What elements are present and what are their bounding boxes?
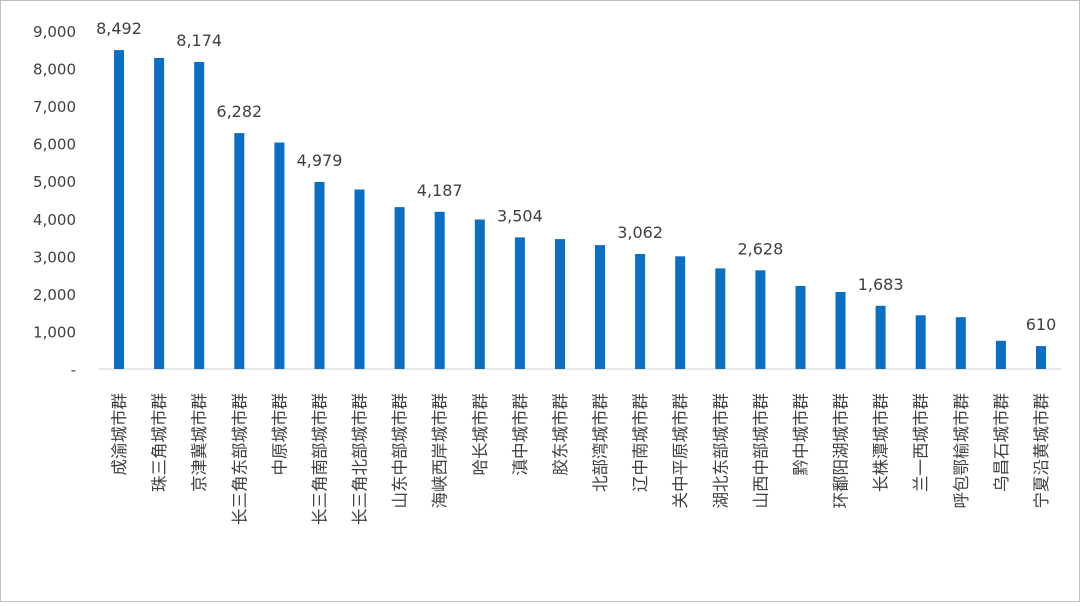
x-category-label: 宁夏沿黄城市群 <box>1032 393 1051 509</box>
bar <box>595 245 605 369</box>
x-category-label: 胶东城市群 <box>551 393 570 476</box>
x-category-label: 山西中部城市群 <box>751 393 770 509</box>
bar <box>474 219 485 369</box>
bar-series <box>114 50 1046 369</box>
x-category-label: 珠三角城市群 <box>150 393 169 492</box>
y-tick-label: 6,000 <box>33 136 76 154</box>
bar <box>194 62 205 369</box>
x-category-label: 环鄱阳湖城市群 <box>832 393 851 509</box>
x-category-label: 长三角东部城市群 <box>230 393 249 525</box>
x-category-label: 哈长城市群 <box>471 393 490 476</box>
data-labels: 8,492 8,174 6,282 4,979 4,187 3,504 3,062 2,628… <box>96 19 1056 334</box>
x-category-label: 长株潭城市群 <box>872 393 891 492</box>
x-category-label: 乌昌石城市群 <box>992 393 1011 492</box>
x-category-label: 呼包鄂榆城市群 <box>952 393 971 509</box>
bar <box>514 237 525 369</box>
bar <box>555 239 565 369</box>
y-tick-label: 3,000 <box>33 248 76 266</box>
data-label: 4,187 <box>417 181 463 200</box>
x-category-label: 长三角北部城市群 <box>351 393 370 525</box>
bar <box>434 211 445 369</box>
bar <box>274 142 285 369</box>
x-category-label: 京津冀城市群 <box>190 393 209 492</box>
y-tick-label: 4,000 <box>33 211 76 229</box>
x-category-label: 海峡西岸城市群 <box>431 393 450 509</box>
bar <box>354 189 365 369</box>
data-label: 610 <box>1026 315 1057 334</box>
x-category-label: 黔中城市群 <box>792 393 811 476</box>
bar <box>755 270 766 369</box>
x-category-label: 辽中南城市群 <box>631 393 650 492</box>
x-category-label: 成渝城市群 <box>110 393 129 476</box>
y-tick-label: 9,000 <box>33 23 76 41</box>
data-label: 8,492 <box>96 19 142 38</box>
bar <box>114 50 124 369</box>
bar <box>995 340 1006 369</box>
data-label: 3,062 <box>617 223 663 242</box>
x-category-label: 湖北东部城市群 <box>711 393 730 509</box>
bar <box>835 292 846 369</box>
bar <box>715 268 726 369</box>
y-tick-label: 5,000 <box>33 173 76 191</box>
y-tick-label: 7,000 <box>33 98 76 116</box>
bar <box>234 133 245 369</box>
bar <box>915 315 926 369</box>
y-tick-label: 1,000 <box>33 323 76 341</box>
bar <box>635 254 646 369</box>
x-category-label: 北部湾城市群 <box>591 393 610 492</box>
bar <box>1036 346 1046 369</box>
x-category-label: 关中平原城市群 <box>671 393 690 509</box>
y-axis-ticks: - 1,000 2,000 3,000 4,000 5,000 6,000 7,000 8,00… <box>33 23 76 379</box>
x-category-label: 滇中城市群 <box>511 393 530 476</box>
y-tick-label: 8,000 <box>33 61 76 79</box>
x-category-label: 中原城市群 <box>270 393 289 476</box>
data-label: 2,628 <box>737 239 783 258</box>
y-tick-label: 2,000 <box>33 286 76 304</box>
data-label: 8,174 <box>176 31 222 50</box>
data-label: 1,683 <box>858 275 904 294</box>
x-category-label: 兰一西城市群 <box>912 393 931 492</box>
y-tick-label: - <box>71 361 76 379</box>
x-category-label: 山东中部城市群 <box>391 393 410 509</box>
bar <box>675 256 686 369</box>
bar <box>875 305 886 369</box>
bar <box>955 317 966 369</box>
bar <box>795 286 806 369</box>
data-label: 3,504 <box>497 206 543 225</box>
bar <box>314 182 325 369</box>
x-category-label: 长三角南部城市群 <box>311 393 330 525</box>
bar <box>394 207 405 369</box>
data-label: 6,282 <box>216 102 262 121</box>
bar <box>154 58 165 369</box>
x-axis-labels: 成渝城市群 珠三角城市群 京津冀城市群 长三角东部城市群 中原城市群 长三角南部城市群 长三… <box>110 393 1051 525</box>
data-label: 4,979 <box>297 151 343 170</box>
